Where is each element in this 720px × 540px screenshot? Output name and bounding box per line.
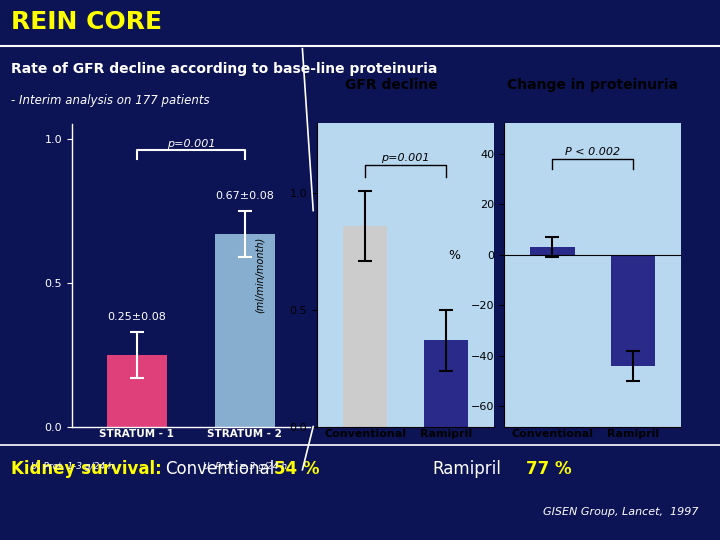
Text: %: % (449, 249, 460, 262)
Bar (423, 340, 468, 427)
Text: (ml/min/month): (ml/min/month) (255, 237, 265, 313)
Bar (343, 226, 387, 427)
Text: 77 %: 77 % (526, 461, 571, 478)
Bar (611, 255, 655, 366)
Text: Ramipril: Ramipril (432, 461, 501, 478)
Text: 0.67±0.08: 0.67±0.08 (215, 191, 274, 201)
Text: - Interim analysis on 177 patients: - Interim analysis on 177 patients (11, 94, 210, 107)
Text: 0.25±0.08: 0.25±0.08 (107, 312, 166, 322)
Text: Conventional: Conventional (166, 461, 275, 478)
Text: GFR decline: GFR decline (345, 78, 438, 92)
Text: GISEN Group, Lancet,  1997: GISEN Group, Lancet, 1997 (543, 507, 698, 517)
Text: 54 %: 54 % (274, 461, 319, 478)
Text: REIN CORE: REIN CORE (11, 10, 162, 34)
Text: Kidney survival:: Kidney survival: (11, 461, 161, 478)
Text: Rate of GFR decline according to base-line proteinuria: Rate of GFR decline according to base-li… (11, 62, 437, 76)
Text: p=0.001: p=0.001 (166, 139, 215, 148)
Text: U. Prot. 1-3 g/24 h: U. Prot. 1-3 g/24 h (31, 462, 113, 471)
Text: P < 0.002: P < 0.002 (565, 147, 620, 157)
Text: p=0.001: p=0.001 (382, 153, 430, 163)
Text: U. Prot. ≥ 3 g/24 h: U. Prot. ≥ 3 g/24 h (203, 462, 287, 471)
Bar (215, 234, 274, 427)
Text: Change in proteinuria: Change in proteinuria (507, 78, 678, 92)
Bar (530, 247, 575, 255)
Bar (107, 355, 166, 427)
